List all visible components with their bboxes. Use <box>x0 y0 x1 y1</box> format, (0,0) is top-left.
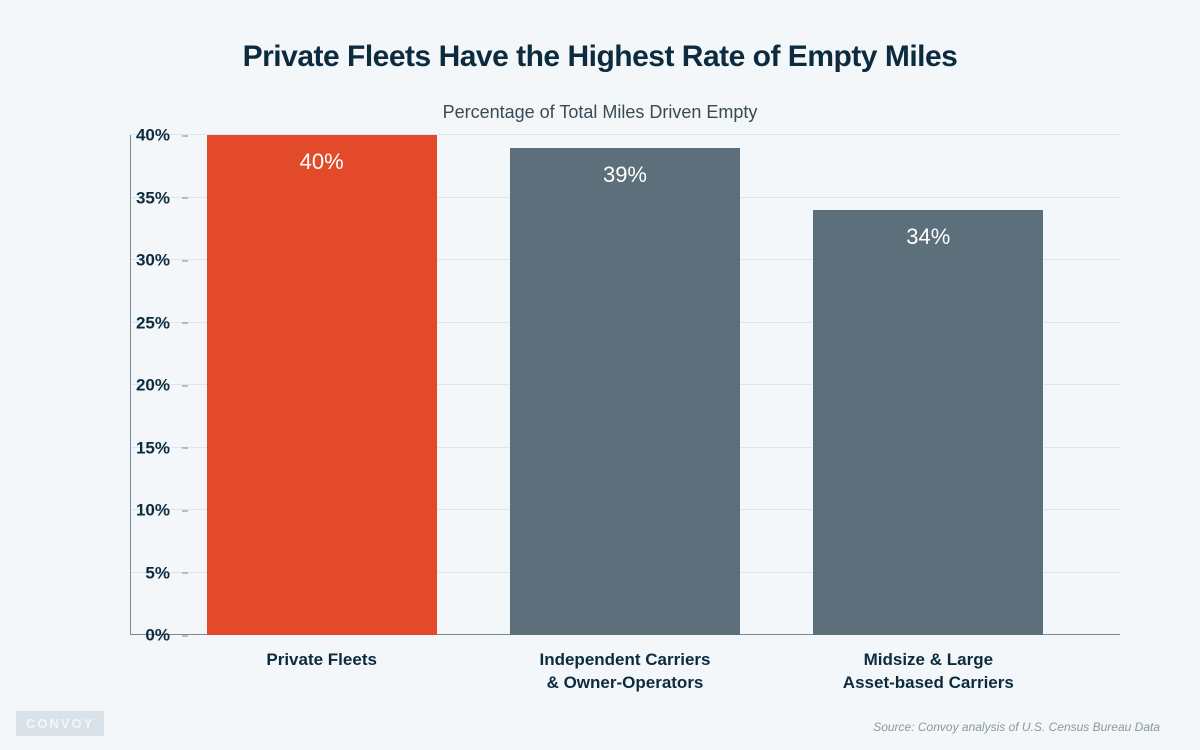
bar-value-label: 40% <box>207 149 437 175</box>
bar-slot: 39% <box>473 135 776 635</box>
bar-value-label: 34% <box>813 224 1043 250</box>
bars-group: 40% 39% 34% <box>130 135 1120 635</box>
plot-area: 0%5%10%15%20%25%30%35%40% 40%39%34% <box>130 135 1120 635</box>
x-axis-labels: Private FleetsIndependent Carriers & Own… <box>60 649 1140 695</box>
chart-subtitle: Percentage of Total Miles Driven Empty <box>60 102 1140 123</box>
source-note: Source: Convoy analysis of U.S. Census B… <box>873 720 1160 734</box>
bar: 39% <box>510 148 740 636</box>
x-axis-label: Private Fleets <box>170 649 473 695</box>
bar-value-label: 39% <box>510 162 740 188</box>
plot-wrap: 0%5%10%15%20%25%30%35%40% 40%39%34% <box>60 135 1140 635</box>
bar-slot: 40% <box>170 135 473 635</box>
brand-logo: CONVOY <box>16 711 104 736</box>
y-tick-mark <box>182 635 188 636</box>
x-axis-label: Independent Carriers & Owner-Operators <box>473 649 776 695</box>
chart-title: Private Fleets Have the Highest Rate of … <box>60 40 1140 74</box>
bar: 34% <box>813 210 1043 635</box>
bar-slot: 34% <box>777 135 1080 635</box>
x-axis-label: Midsize & Large Asset-based Carriers <box>777 649 1080 695</box>
bar: 40% <box>207 135 437 635</box>
chart-container: Private Fleets Have the Highest Rate of … <box>0 0 1200 750</box>
